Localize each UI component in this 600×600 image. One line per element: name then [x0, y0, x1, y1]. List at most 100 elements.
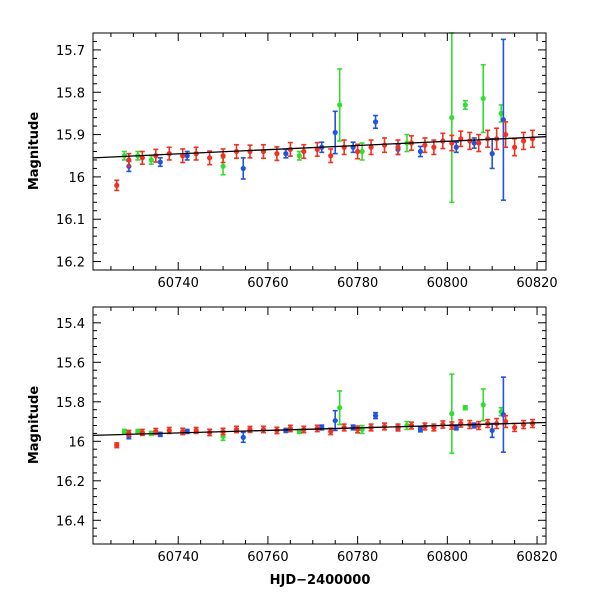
bottom-panel: Magnitude HJD−2400000 60740 60760 60780 608…: [27, 306, 558, 588]
bottom-data-point: [114, 442, 120, 449]
top-data-point: [512, 138, 518, 157]
top-data-point: [467, 131, 473, 151]
bottom-data-point: [359, 424, 365, 435]
bottom-y-tick-label: 16.2: [56, 475, 85, 490]
bottom-data-point: [512, 422, 518, 433]
top-panel-ylabel: Magnitude: [27, 112, 42, 191]
top-data-point: [220, 148, 226, 164]
top-data-point: [395, 139, 401, 156]
top-x-tick-label: 60780: [337, 276, 378, 291]
top-panel-frame: [92, 32, 547, 271]
bottom-data-point: [404, 420, 410, 431]
top-y-tick-label: 15.7: [56, 44, 85, 59]
bottom-data-point: [408, 421, 415, 430]
bottom-data-point: [180, 427, 186, 436]
top-data-point: [260, 143, 267, 160]
top-data-point: [247, 144, 253, 159]
top-data-point: [500, 38, 506, 201]
top-x-tick-label: 60820: [516, 276, 557, 291]
top-data-point: [529, 129, 536, 149]
bottom-x-tick-label: 60740: [158, 550, 199, 565]
bottom-panel-frame: [92, 306, 547, 545]
bottom-y-tick-label: 15.4: [56, 317, 85, 332]
top-panel: Magnitude 60740 60760 60780 60800 60820 15.7 1…: [27, 32, 558, 291]
bottom-data-point: [449, 373, 455, 454]
bottom-data-point: [355, 425, 361, 434]
top-data-point: [381, 137, 388, 154]
bottom-data-point: [417, 426, 424, 433]
bottom-y-tick-label: 15.6: [56, 356, 85, 371]
top-data-point: [453, 141, 459, 154]
top-data-point: [422, 137, 428, 154]
bottom-trend-line: [92, 421, 547, 437]
top-data-point: [372, 114, 379, 130]
top-x-tick-label: 60760: [247, 276, 288, 291]
top-y-tick-label: 15.8: [56, 86, 85, 101]
top-data-point: [355, 143, 361, 160]
bottom-data-point: [240, 431, 246, 444]
bottom-data-point: [166, 426, 172, 435]
bottom-data-point: [337, 390, 343, 426]
top-y-tick-label: 15.9: [56, 129, 85, 144]
top-data-point: [114, 179, 120, 192]
bottom-data-point: [458, 419, 464, 428]
top-data-point: [480, 63, 486, 134]
top-data-point: [180, 148, 186, 164]
top-y-tick-label: 16.2: [56, 256, 85, 271]
top-data-point: [283, 148, 289, 159]
top-data-point: [287, 141, 293, 157]
bottom-data-point: [283, 427, 289, 434]
bottom-y-tick-label: 16: [68, 435, 85, 450]
top-data-point: [404, 133, 410, 153]
bottom-data-point: [332, 409, 338, 432]
top-data-point: [337, 68, 343, 142]
bottom-x-tick-label: 60800: [427, 550, 468, 565]
top-data-point: [458, 130, 464, 148]
bottom-data-point: [121, 428, 127, 435]
bottom-data-point: [471, 422, 477, 429]
bottom-panel-ylabel: Magnitude: [27, 386, 42, 465]
bottom-x-tick-label: 60780: [337, 550, 378, 565]
top-data-point: [153, 148, 159, 163]
top-data-point: [520, 131, 527, 151]
bottom-data-point: [503, 414, 509, 429]
top-data-point: [207, 150, 213, 166]
bottom-data-point: [287, 424, 293, 433]
top-data-point: [489, 138, 495, 170]
top-data-point: [350, 141, 356, 154]
bottom-y-tick-label: 15.8: [56, 396, 85, 411]
top-data-point: [476, 133, 482, 153]
top-y-tick-label: 16.1: [56, 213, 85, 228]
top-data-point: [296, 150, 302, 161]
bottom-data-point: [500, 376, 506, 453]
bottom-data-point: [260, 425, 267, 434]
top-data-point: [328, 148, 334, 164]
bottom-x-tick-label: 60760: [247, 550, 288, 565]
top-x-tick-label: 60800: [427, 276, 468, 291]
top-data-point: [417, 145, 424, 158]
top-data-point: [184, 150, 190, 161]
top-data-point: [233, 143, 240, 160]
top-data-point: [503, 121, 509, 149]
bottom-data-point: [341, 423, 347, 432]
bottom-y-tick-label: 16.4: [56, 514, 85, 529]
top-y-tick-label: 16: [68, 171, 85, 186]
bottom-data-point: [462, 404, 468, 411]
top-data-point: [301, 143, 307, 160]
bottom-data-point: [440, 420, 446, 429]
bottom-data-point: [480, 388, 486, 422]
bottom-data-point: [489, 422, 495, 439]
bottom-data-point: [372, 411, 379, 420]
bottom-data-point: [476, 420, 482, 431]
bottom-data-point: [520, 419, 527, 430]
top-data-point: [314, 141, 320, 157]
bottom-x-tick-label: 60820: [516, 550, 557, 565]
bottom-data-point: [135, 428, 141, 435]
top-data-point: [341, 139, 347, 156]
top-trend-line: [92, 136, 547, 159]
bottom-data-point: [157, 431, 163, 438]
top-data-point: [157, 157, 163, 168]
bottom-panel-xlabel: HJD−2400000: [270, 573, 371, 588]
top-data-point: [139, 150, 145, 165]
